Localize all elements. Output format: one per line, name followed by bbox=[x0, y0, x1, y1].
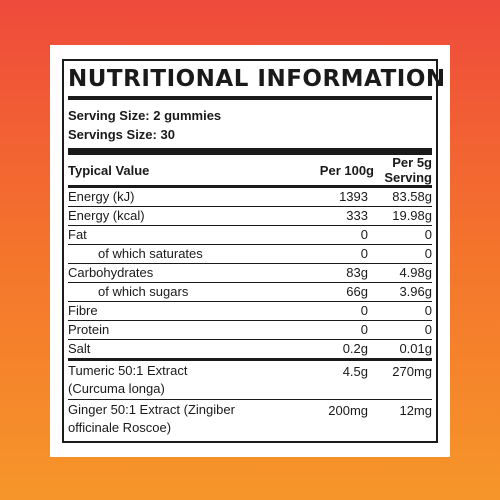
panel-title: NUTRITIONAL INFORMATION bbox=[68, 66, 446, 92]
row-label: Fat bbox=[68, 225, 298, 245]
row-per-serving: 0 bbox=[374, 320, 432, 340]
extract-row-tumeric: Tumeric 50:1 Extract (Curcuma longa) 4.5… bbox=[68, 359, 432, 400]
table-row: Salt 0.2g 0.01g bbox=[68, 339, 432, 361]
title-divider bbox=[68, 96, 432, 100]
serving-divider bbox=[68, 148, 432, 155]
row-per-100g: 83g bbox=[298, 263, 374, 283]
extract-latin-name: officinale Roscoe) bbox=[68, 420, 172, 435]
row-label: of which sugars bbox=[68, 282, 298, 302]
row-per-serving: 4.98g bbox=[374, 263, 432, 283]
table-row: Energy (kcal) 333 19.98g bbox=[68, 206, 432, 226]
table-row: Carbohydrates 83g 4.98g bbox=[68, 263, 432, 283]
table-header-row: Typical Value Per 100g Per 5g Serving bbox=[68, 155, 432, 188]
extract-label: Tumeric 50:1 Extract (Curcuma longa) bbox=[68, 359, 298, 400]
extract-label: Ginger 50:1 Extract (Zingiber officinale… bbox=[68, 400, 298, 439]
extract-per-serving: 270mg bbox=[374, 359, 432, 400]
row-per-serving: 3.96g bbox=[374, 282, 432, 302]
nutrition-table: Typical Value Per 100g Per 5g Serving En… bbox=[68, 155, 432, 438]
row-label: Energy (kJ) bbox=[68, 186, 298, 207]
header-per-100g: Per 100g bbox=[298, 155, 374, 188]
row-per-serving: 83.58g bbox=[374, 186, 432, 207]
nutrition-panel: NUTRITIONAL INFORMATION Serving Size: 2 … bbox=[62, 59, 446, 443]
extract-per-100g: 4.5g bbox=[298, 359, 374, 400]
row-per-100g: 0 bbox=[298, 301, 374, 321]
row-label: Salt bbox=[68, 339, 298, 361]
row-per-100g: 66g bbox=[298, 282, 374, 302]
table-row: Energy (kJ) 1393 83.58g bbox=[68, 186, 432, 207]
header-per-serving: Per 5g Serving bbox=[374, 155, 432, 188]
row-label: Protein bbox=[68, 320, 298, 340]
row-label: Energy (kcal) bbox=[68, 206, 298, 226]
serving-info: Serving Size: 2 gummies Servings Size: 3… bbox=[68, 100, 432, 148]
table-row: Fibre 0 0 bbox=[68, 301, 432, 321]
row-per-100g: 0 bbox=[298, 320, 374, 340]
row-per-100g: 333 bbox=[298, 206, 374, 226]
row-per-serving: 0 bbox=[374, 225, 432, 245]
serving-size: Serving Size: 2 gummies bbox=[68, 108, 222, 123]
row-per-serving: 0.01g bbox=[374, 339, 432, 361]
table-row: of which sugars 66g 3.96g bbox=[68, 282, 432, 302]
extract-name: Ginger 50:1 Extract (Zingiber bbox=[68, 402, 235, 417]
row-label: of which saturates bbox=[68, 244, 298, 264]
row-per-100g: 1393 bbox=[298, 186, 374, 207]
table-row: of which saturates 0 0 bbox=[68, 244, 432, 264]
row-per-100g: 0.2g bbox=[298, 339, 374, 361]
header-typical-value: Typical Value bbox=[68, 155, 298, 188]
row-per-100g: 0 bbox=[298, 244, 374, 264]
table-row: Fat 0 0 bbox=[68, 225, 432, 245]
extract-per-100g: 200mg bbox=[328, 403, 368, 418]
row-label: Carbohydrates bbox=[68, 263, 298, 283]
row-per-serving: 19.98g bbox=[374, 206, 432, 226]
row-per-100g: 0 bbox=[298, 225, 374, 245]
servings-size: Servings Size: 30 bbox=[68, 127, 175, 142]
extract-row-ginger: Ginger 50:1 Extract (Zingiber officinale… bbox=[68, 400, 432, 439]
row-per-serving: 0 bbox=[374, 301, 432, 321]
extract-name: Tumeric 50:1 Extract bbox=[68, 363, 188, 378]
nutrition-card: NUTRITIONAL INFORMATION Serving Size: 2 … bbox=[50, 45, 450, 457]
extract-per-serving: 12mg bbox=[399, 403, 432, 418]
table-row: Protein 0 0 bbox=[68, 320, 432, 340]
row-label: Fibre bbox=[68, 301, 298, 321]
extract-latin-name: (Curcuma longa) bbox=[68, 381, 165, 396]
row-per-serving: 0 bbox=[374, 244, 432, 264]
